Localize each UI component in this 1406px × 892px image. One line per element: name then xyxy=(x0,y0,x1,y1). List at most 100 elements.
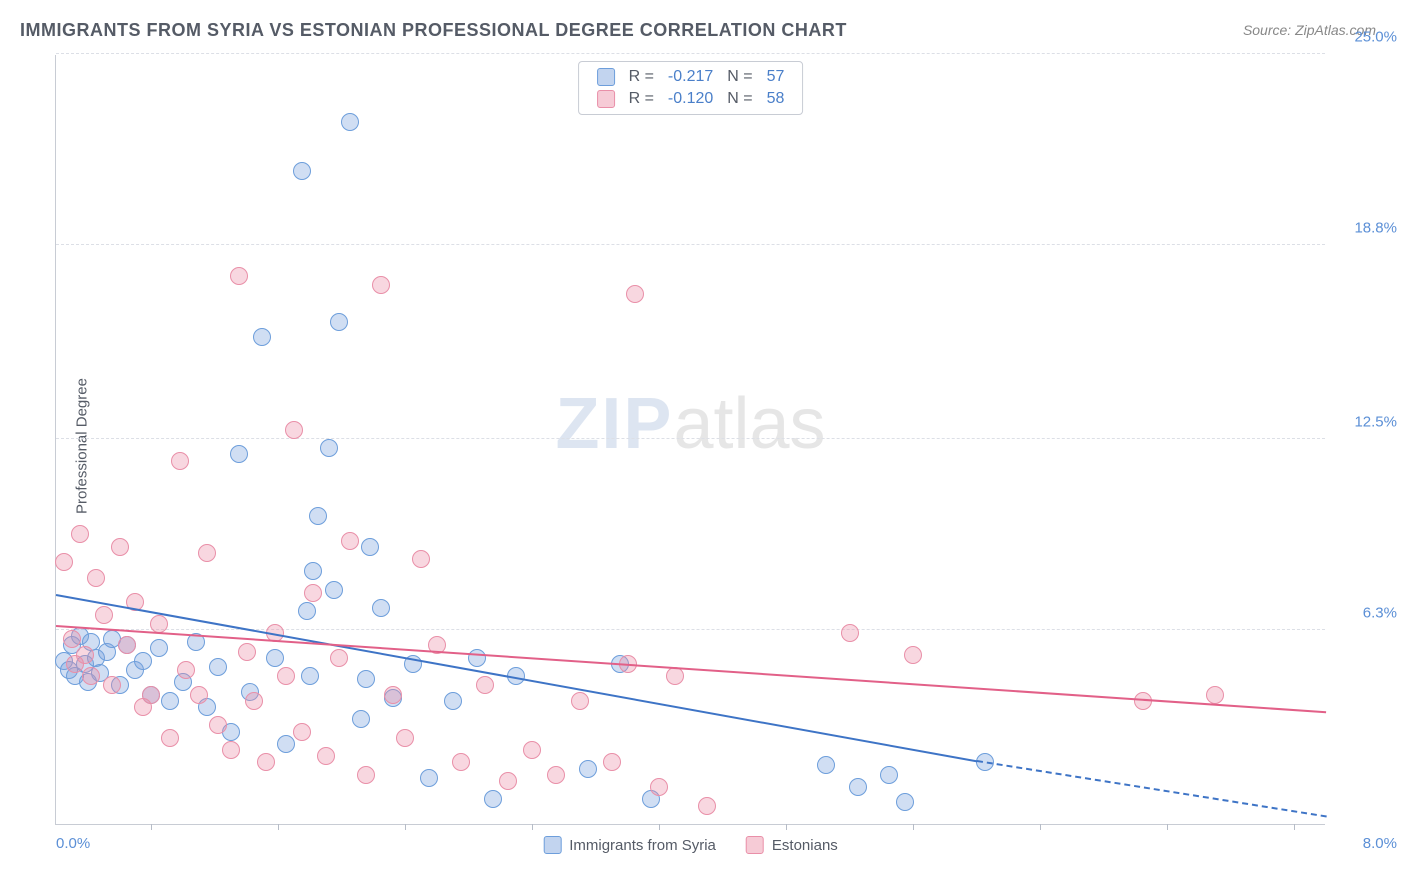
data-point xyxy=(317,747,335,765)
scatter-plot-area: ZIPatlas R =-0.217N =57R =-0.120N =58 0.… xyxy=(55,55,1325,825)
data-point xyxy=(111,538,129,556)
data-point xyxy=(134,652,152,670)
r-label: R = xyxy=(629,68,654,86)
data-point xyxy=(476,676,494,694)
data-point xyxy=(82,667,100,685)
data-point xyxy=(76,646,94,664)
data-point xyxy=(357,670,375,688)
data-point xyxy=(698,797,716,815)
data-point xyxy=(266,649,284,667)
y-tick-label: 25.0% xyxy=(1354,29,1397,46)
data-point xyxy=(103,676,121,694)
n-value: 58 xyxy=(767,90,785,108)
series-legend: Immigrants from Syria Estonians xyxy=(543,836,838,854)
x-tick xyxy=(913,824,914,830)
data-point xyxy=(420,769,438,787)
data-point xyxy=(293,723,311,741)
legend-swatch xyxy=(597,90,615,108)
data-point xyxy=(298,602,316,620)
n-value: 57 xyxy=(767,68,785,86)
data-point xyxy=(650,778,668,796)
gridline xyxy=(56,53,1325,54)
data-point xyxy=(499,772,517,790)
data-point xyxy=(209,658,227,676)
data-point xyxy=(904,646,922,664)
y-tick-label: 6.3% xyxy=(1363,604,1397,621)
data-point xyxy=(301,667,319,685)
data-point xyxy=(523,741,541,759)
x-tick xyxy=(1040,824,1041,830)
x-origin-label: 0.0% xyxy=(56,835,90,852)
correlation-legend-row: R =-0.217N =57 xyxy=(579,66,803,88)
n-label: N = xyxy=(727,90,752,108)
data-point xyxy=(484,790,502,808)
data-point xyxy=(341,532,359,550)
data-point xyxy=(304,584,322,602)
legend-swatch xyxy=(543,836,561,854)
x-tick xyxy=(659,824,660,830)
data-point xyxy=(63,630,81,648)
data-point xyxy=(293,162,311,180)
gridline xyxy=(56,244,1325,245)
y-tick-label: 18.8% xyxy=(1354,219,1397,236)
data-point xyxy=(320,439,338,457)
data-point xyxy=(161,692,179,710)
x-tick xyxy=(151,824,152,830)
data-point xyxy=(177,661,195,679)
data-point xyxy=(95,606,113,624)
data-point xyxy=(222,741,240,759)
data-point xyxy=(309,507,327,525)
data-point xyxy=(198,544,216,562)
data-point xyxy=(468,649,486,667)
data-point xyxy=(841,624,859,642)
series-legend-label: Immigrants from Syria xyxy=(569,837,716,854)
data-point xyxy=(626,285,644,303)
watermark: ZIPatlas xyxy=(555,383,825,465)
data-point xyxy=(330,313,348,331)
data-point xyxy=(444,692,462,710)
data-point xyxy=(1206,686,1224,704)
data-point xyxy=(285,421,303,439)
x-tick xyxy=(1167,824,1168,830)
data-point xyxy=(230,267,248,285)
data-point xyxy=(257,753,275,771)
chart-title: IMMIGRANTS FROM SYRIA VS ESTONIAN PROFES… xyxy=(20,20,847,41)
data-point xyxy=(361,538,379,556)
data-point xyxy=(571,692,589,710)
legend-swatch xyxy=(597,68,615,86)
data-point xyxy=(352,710,370,728)
data-point xyxy=(372,599,390,617)
r-value: -0.217 xyxy=(668,68,713,86)
data-point xyxy=(579,760,597,778)
data-point xyxy=(372,276,390,294)
data-point xyxy=(357,766,375,784)
x-tick xyxy=(405,824,406,830)
series-legend-item: Estonians xyxy=(746,836,838,854)
x-max-label: 8.0% xyxy=(1363,835,1397,852)
data-point xyxy=(150,639,168,657)
x-tick xyxy=(786,824,787,830)
data-point xyxy=(277,667,295,685)
data-point xyxy=(396,729,414,747)
watermark-part-2: atlas xyxy=(673,384,825,464)
correlation-legend-row: R =-0.120N =58 xyxy=(579,88,803,110)
data-point xyxy=(190,686,208,704)
series-legend-item: Immigrants from Syria xyxy=(543,836,716,854)
data-point xyxy=(71,525,89,543)
data-point xyxy=(230,445,248,463)
data-point xyxy=(277,735,295,753)
legend-swatch xyxy=(746,836,764,854)
data-point xyxy=(412,550,430,568)
data-point xyxy=(245,692,263,710)
r-label: R = xyxy=(629,90,654,108)
series-legend-label: Estonians xyxy=(772,837,838,854)
data-point xyxy=(161,729,179,747)
data-point xyxy=(325,581,343,599)
data-point xyxy=(118,636,136,654)
data-point xyxy=(603,753,621,771)
data-point xyxy=(547,766,565,784)
data-point xyxy=(304,562,322,580)
x-tick xyxy=(532,824,533,830)
data-point xyxy=(238,643,256,661)
data-point xyxy=(384,686,402,704)
